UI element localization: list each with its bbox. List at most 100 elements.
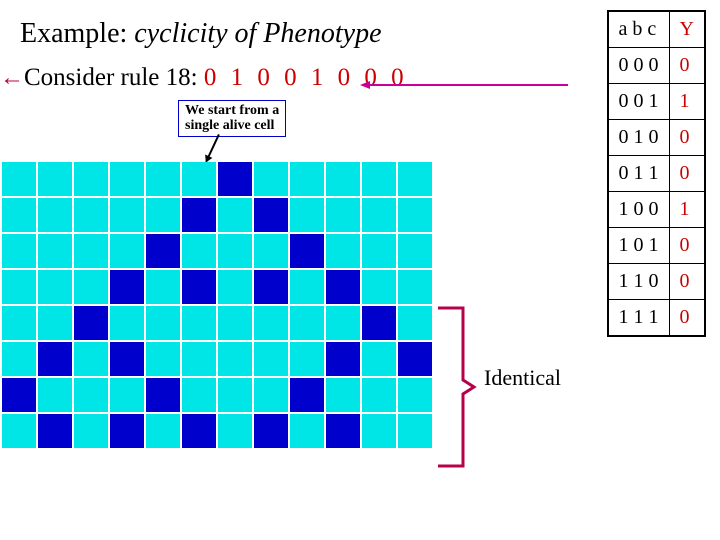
- table-row: 1 0 01: [608, 192, 705, 228]
- grid-cell: [38, 234, 72, 268]
- grid-cell: [326, 342, 360, 376]
- grid-cell: [362, 270, 396, 304]
- arrow-to-rule: [360, 76, 568, 78]
- grid-cell: [290, 162, 324, 196]
- grid-cell: [38, 162, 72, 196]
- title-plain: Example:: [20, 18, 134, 49]
- grid-cell: [326, 306, 360, 340]
- grid-cell: [74, 414, 108, 448]
- cellular-automaton-grid: [2, 162, 432, 448]
- grid-cell: [218, 342, 252, 376]
- grid-cell: [146, 162, 180, 196]
- grid-cell: [2, 306, 36, 340]
- subtitle: ←Consider rule 18: 0 1 0 0 1 0 0 0: [0, 64, 408, 92]
- grid-cell: [2, 198, 36, 232]
- grid-cell: [362, 162, 396, 196]
- grid-cell: [290, 270, 324, 304]
- grid-cell: [254, 306, 288, 340]
- grid-cell: [38, 270, 72, 304]
- identical-bracket-icon: [438, 302, 476, 472]
- grid-cell: [74, 234, 108, 268]
- back-arrow-icon: ←: [0, 64, 24, 91]
- grid-cell: [74, 198, 108, 232]
- grid-cell: [398, 414, 432, 448]
- grid-cell: [182, 342, 216, 376]
- cell-y: 0: [669, 120, 705, 156]
- grid-cell: [2, 234, 36, 268]
- grid-cell: [182, 198, 216, 232]
- grid-cell: [326, 234, 360, 268]
- cell-y: 0: [669, 300, 705, 337]
- grid-cell: [2, 162, 36, 196]
- header-abc: a b c: [608, 11, 670, 48]
- grid-cell: [218, 378, 252, 412]
- grid-cell: [146, 414, 180, 448]
- grid-cell: [218, 234, 252, 268]
- grid-cell: [218, 306, 252, 340]
- grid-cell: [254, 342, 288, 376]
- grid-cell: [362, 198, 396, 232]
- grid-cell: [146, 270, 180, 304]
- grid-cell: [182, 234, 216, 268]
- grid-cell: [398, 306, 432, 340]
- grid-cell: [110, 414, 144, 448]
- grid-cell: [146, 342, 180, 376]
- grid-cell: [74, 306, 108, 340]
- cell-abc: 0 0 0: [608, 48, 670, 84]
- truth-table: a b c Y 0 0 000 0 110 1 000 1 101 0 011 …: [607, 10, 706, 337]
- grid-cell: [290, 414, 324, 448]
- grid-cell: [38, 306, 72, 340]
- grid-cell: [218, 414, 252, 448]
- cell-abc: 0 1 1: [608, 156, 670, 192]
- grid-cell: [398, 270, 432, 304]
- table-row: 0 1 10: [608, 156, 705, 192]
- grid-cell: [2, 342, 36, 376]
- grid-cell: [38, 378, 72, 412]
- grid-cell: [2, 414, 36, 448]
- grid-cell: [2, 378, 36, 412]
- grid-cell: [74, 270, 108, 304]
- grid-cell: [326, 198, 360, 232]
- grid-cell: [110, 162, 144, 196]
- grid-cell: [398, 342, 432, 376]
- grid-cell: [38, 198, 72, 232]
- slide-title: Example: cyclicity of Phenotype: [20, 18, 382, 50]
- cell-abc: 0 0 1: [608, 84, 670, 120]
- grid-cell: [362, 378, 396, 412]
- grid-cell: [398, 234, 432, 268]
- grid-cell: [398, 378, 432, 412]
- cell-abc: 1 0 0: [608, 192, 670, 228]
- grid-cell: [74, 342, 108, 376]
- cell-y: 1: [669, 192, 705, 228]
- cell-abc: 0 1 0: [608, 120, 670, 156]
- grid-cell: [254, 162, 288, 196]
- grid-cell: [182, 162, 216, 196]
- cell-y: 0: [669, 228, 705, 264]
- grid-cell: [254, 378, 288, 412]
- grid-cell: [38, 342, 72, 376]
- identical-label: Identical: [484, 365, 561, 391]
- grid-cell: [362, 342, 396, 376]
- grid-cell: [290, 198, 324, 232]
- grid-cell: [182, 306, 216, 340]
- table-row: 0 1 00: [608, 120, 705, 156]
- grid-cell: [110, 198, 144, 232]
- grid-cell: [182, 270, 216, 304]
- grid-cell: [146, 198, 180, 232]
- grid-cell: [326, 162, 360, 196]
- grid-cell: [110, 378, 144, 412]
- cell-y: 1: [669, 84, 705, 120]
- header-y: Y: [669, 11, 705, 48]
- cell-abc: 1 1 1: [608, 300, 670, 337]
- grid-cell: [254, 414, 288, 448]
- table-row: 1 1 10: [608, 300, 705, 337]
- cell-y: 0: [669, 264, 705, 300]
- grid-cell: [110, 306, 144, 340]
- grid-cell: [290, 306, 324, 340]
- grid-cell: [290, 378, 324, 412]
- grid-cell: [2, 270, 36, 304]
- grid-cell: [254, 270, 288, 304]
- grid-cell: [362, 414, 396, 448]
- grid-cell: [146, 306, 180, 340]
- table-row: 1 1 00: [608, 264, 705, 300]
